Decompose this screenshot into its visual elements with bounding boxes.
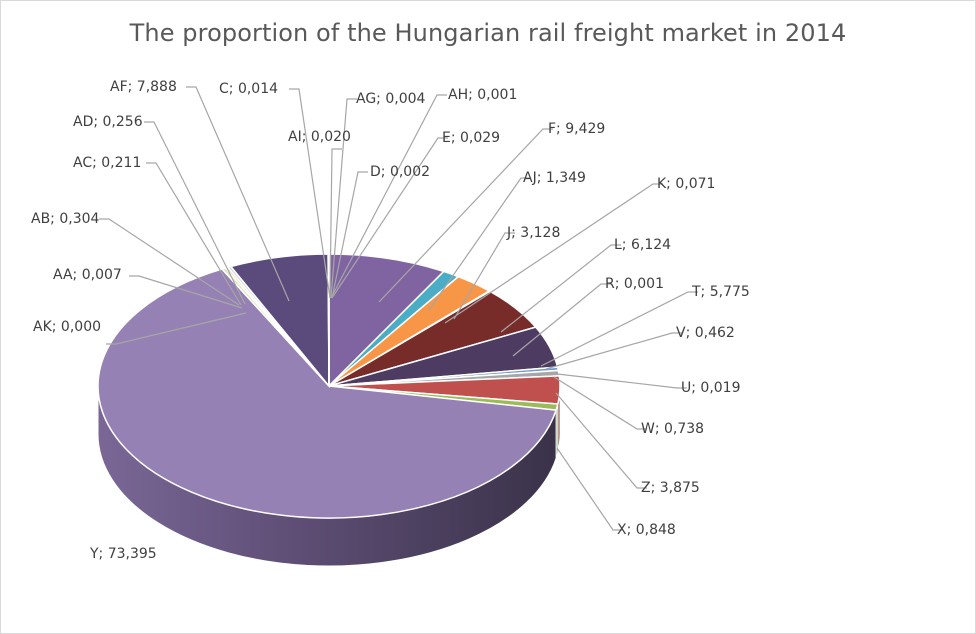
label-e: E; 0,029 bbox=[442, 130, 500, 146]
label-x: X; 0,848 bbox=[617, 522, 676, 538]
leader-line-af bbox=[186, 86, 290, 302]
leader-line-ad bbox=[144, 121, 246, 305]
label-af: AF; 7,888 bbox=[110, 79, 177, 95]
leader-line-ag bbox=[330, 98, 357, 299]
leader-line-t bbox=[540, 291, 698, 367]
label-aa: AA; 0,007 bbox=[53, 267, 122, 283]
pie-slice-y bbox=[97, 268, 558, 519]
leader-line-r bbox=[512, 283, 611, 357]
label-ai: AI; 0,020 bbox=[288, 129, 351, 145]
label-aj: AJ; 1,349 bbox=[523, 170, 586, 186]
chart-title: The proportion of the Hungarian rail fre… bbox=[129, 19, 847, 47]
label-ah: AH; 0,001 bbox=[448, 87, 517, 103]
label-w: W; 0,738 bbox=[641, 421, 704, 437]
leader-lines bbox=[99, 86, 698, 531]
leader-line-j bbox=[453, 232, 515, 320]
leader-line-ai bbox=[329, 148, 342, 299]
label-j: J; 3,128 bbox=[506, 225, 560, 241]
leader-line-v bbox=[545, 332, 682, 370]
label-c: C; 0,014 bbox=[219, 81, 278, 97]
leader-line-ac bbox=[146, 162, 242, 306]
leader-line-ah bbox=[330, 94, 447, 299]
label-r: R; 0,001 bbox=[605, 276, 664, 292]
label-k: K; 0,071 bbox=[657, 176, 715, 192]
leader-line-z bbox=[555, 392, 647, 489]
label-d: D; 0,002 bbox=[370, 164, 430, 180]
leader-line-d bbox=[331, 171, 368, 299]
leader-line-ak bbox=[106, 312, 247, 345]
leader-line-aa bbox=[129, 275, 243, 309]
label-u: U; 0,019 bbox=[681, 380, 741, 396]
leader-line-x bbox=[556, 447, 623, 531]
pie-slice-f bbox=[328, 253, 446, 388]
leader-line-u bbox=[548, 372, 687, 389]
leader-line-c bbox=[289, 88, 331, 299]
label-ac: AC; 0,211 bbox=[73, 155, 141, 171]
leader-line-f bbox=[378, 128, 553, 303]
label-y: Y; 73,395 bbox=[89, 546, 157, 562]
leader-line-ab bbox=[99, 218, 240, 306]
label-ad: AD; 0,256 bbox=[73, 114, 143, 130]
leader-line-k bbox=[444, 183, 663, 324]
label-l: L; 6,124 bbox=[614, 237, 671, 253]
leader-line-e bbox=[331, 137, 448, 299]
label-ag: AG; 0,004 bbox=[356, 91, 426, 107]
label-ak: AK; 0,000 bbox=[33, 319, 101, 335]
leader-line-w bbox=[553, 376, 647, 430]
pie-top bbox=[97, 253, 561, 519]
label-f: F; 9,429 bbox=[548, 121, 605, 137]
label-t: T; 5,775 bbox=[691, 284, 750, 300]
pie-labels: F; 9,429 AJ; 1,349 K; 0,071 J; 3,128 L; … bbox=[31, 79, 750, 562]
label-ab: AB; 0,304 bbox=[31, 211, 100, 227]
leader-line-aj bbox=[428, 177, 531, 311]
leader-line-l bbox=[500, 244, 621, 333]
label-z: Z; 3,875 bbox=[641, 480, 700, 496]
label-v: V; 0,462 bbox=[676, 325, 735, 341]
